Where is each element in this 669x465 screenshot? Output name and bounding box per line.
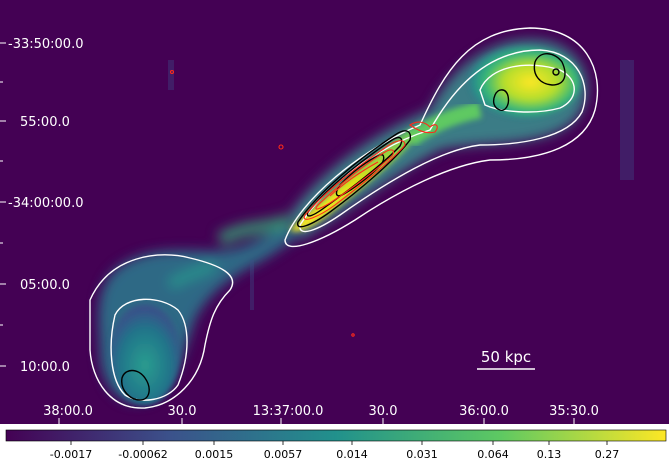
central-jet [290, 130, 420, 232]
x-tick-label: 36:00.0 [459, 404, 509, 419]
y-tick-label: -34:00:00.0 [8, 196, 83, 211]
colorbar-ticks [70, 441, 608, 445]
colorbar-tick-label: -0.00062 [118, 448, 167, 461]
colorbar-tick-label: 0.13 [537, 448, 562, 461]
x-tick-label: 30.0 [369, 404, 398, 419]
colorbar-gradient [5, 429, 667, 442]
colorbar-tick-labels: -0.0017 -0.00062 0.0015 0.0057 0.014 0.0… [50, 448, 619, 461]
y-tick-labels: -33:50:00.0 55:00.0 -34:00:00.0 05:00.0 … [8, 37, 83, 375]
colorbar: -0.0017 -0.00062 0.0015 0.0057 0.014 0.0… [5, 429, 667, 461]
y-tick-label: -33:50:00.0 [8, 37, 83, 52]
colorbar-tick-label: 0.014 [336, 448, 368, 461]
x-tick-label: 13:37:00.0 [253, 404, 324, 419]
scale-bar: 50 kpc [477, 348, 535, 370]
x-tick-labels: 38:00.0 30.0 13:37:00.0 30.0 36:00.0 35:… [43, 404, 599, 419]
north-lobe [470, 47, 580, 117]
colorbar-tick-label: 0.0015 [195, 448, 234, 461]
y-tick-label: 10:00.0 [20, 360, 70, 375]
image-panel: -33:50:00.0 55:00.0 -34:00:00.0 05:00.0 … [0, 0, 669, 424]
x-tick-label: 35:30.0 [549, 404, 599, 419]
scale-bar-label: 50 kpc [481, 348, 531, 366]
colorbar-tick-label: 0.031 [406, 448, 438, 461]
colorbar-tick-label: 0.064 [477, 448, 509, 461]
red-overlay-contours [169, 69, 438, 337]
x-tick-label: 38:00.0 [43, 404, 93, 419]
colorbar-tick-label: 0.27 [595, 448, 620, 461]
x-axis-ticks [58, 418, 575, 424]
south-lobe [110, 305, 180, 405]
colorbar-tick-label: 0.0057 [264, 448, 303, 461]
y-tick-label: 05:00.0 [20, 278, 70, 293]
y-axis-ticks [0, 42, 6, 367]
colorbar-tick-label: -0.0017 [50, 448, 92, 461]
y-tick-label: 55:00.0 [20, 115, 70, 130]
noise-streaks [168, 60, 634, 310]
x-tick-label: 30.0 [168, 404, 197, 419]
